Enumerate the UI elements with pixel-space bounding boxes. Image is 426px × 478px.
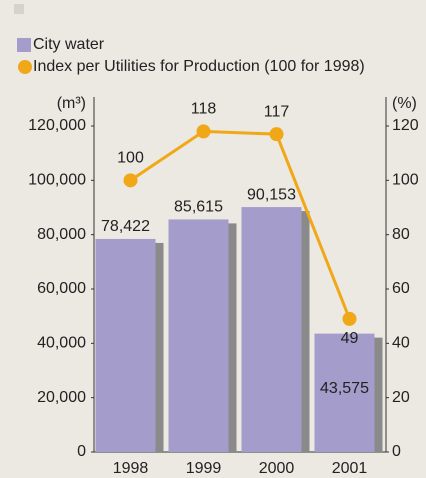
bar-value-label: 85,615 — [174, 199, 223, 216]
y-tick-label: 20,000 — [37, 389, 86, 406]
x-tick-label: 1999 — [186, 460, 222, 477]
line-value-label: 117 — [264, 103, 290, 120]
line-value-label: 118 — [191, 101, 217, 118]
y2-tick-label: 60 — [392, 280, 410, 297]
bar — [95, 238, 156, 452]
y2-axis-label: (%) — [392, 95, 417, 112]
line-value-label: 49 — [341, 330, 359, 347]
y-tick-label: 80,000 — [37, 226, 86, 243]
line-point — [196, 124, 211, 139]
y2-tick-label: 100 — [392, 172, 419, 189]
x-tick-label: 2000 — [259, 460, 295, 477]
bar-value-label: 43,575 — [320, 380, 369, 397]
line-point — [269, 127, 284, 142]
corner-mark — [14, 4, 24, 14]
line-point — [342, 311, 357, 326]
y-tick-label: 120,000 — [28, 117, 86, 134]
y2-tick-label: 0 — [392, 443, 401, 460]
y-tick-label: 60,000 — [37, 280, 86, 297]
y2-tick-label: 120 — [392, 117, 419, 134]
y-tick-label: 100,000 — [28, 172, 86, 189]
line-value-label: 100 — [117, 150, 144, 167]
x-tick-label: 2001 — [332, 460, 368, 477]
x-tick-label: 1998 — [113, 460, 149, 477]
y2-tick-label: 20 — [392, 389, 410, 406]
y2-tick-label: 80 — [392, 226, 410, 243]
line-point — [123, 173, 138, 188]
legend-label: City water — [33, 36, 105, 53]
y-tick-label: 0 — [77, 443, 86, 460]
legend-swatch — [17, 38, 31, 52]
line — [129, 129, 351, 320]
bar — [241, 207, 302, 452]
legend-swatch — [18, 60, 32, 74]
y-axis-label: (m³) — [57, 95, 86, 112]
bar-value-label: 78,422 — [101, 218, 150, 235]
y-tick-label: 40,000 — [37, 335, 86, 352]
bar-value-label: 90,153 — [247, 186, 296, 203]
bar — [168, 219, 229, 452]
legend-label: Index per Utilities for Production (100 … — [33, 58, 365, 75]
bar — [314, 333, 375, 452]
y2-tick-label: 40 — [392, 335, 410, 352]
